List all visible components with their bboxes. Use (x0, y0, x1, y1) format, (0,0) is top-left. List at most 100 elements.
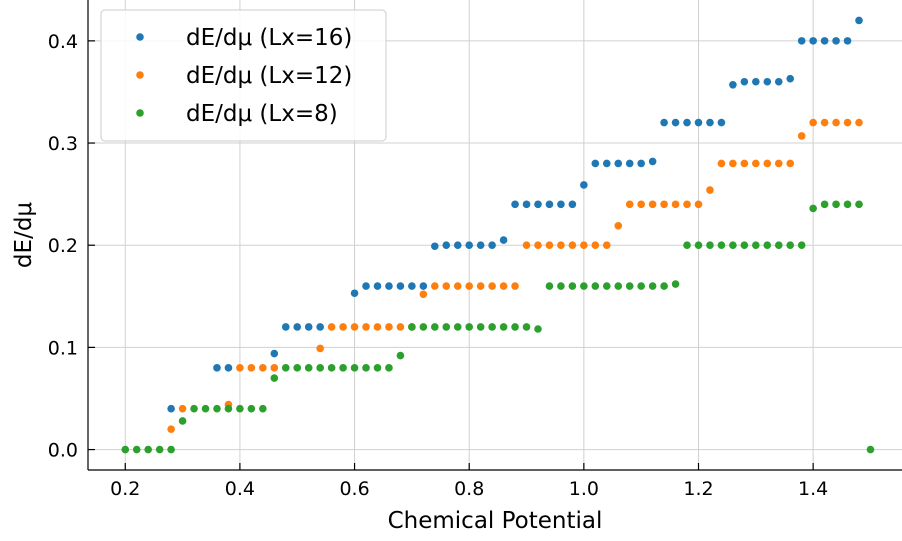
data-point (774, 241, 783, 250)
data-point (476, 323, 485, 331)
data-point (453, 241, 462, 250)
data-point (591, 241, 600, 250)
data-point (408, 282, 416, 290)
data-point (373, 282, 382, 290)
data-point (304, 323, 313, 331)
data-point (717, 159, 726, 168)
data-point (511, 200, 519, 209)
data-point (534, 241, 542, 250)
y-axis-label: dE/dμ (11, 202, 37, 268)
data-point (820, 200, 829, 209)
data-point (488, 282, 496, 290)
data-point (339, 364, 347, 372)
data-point (155, 445, 164, 454)
data-point (167, 425, 175, 433)
x-tick-label: 1.4 (798, 478, 828, 500)
data-point (557, 282, 565, 290)
data-point (236, 364, 244, 372)
data-point (465, 282, 474, 290)
y-tick-label: 0.2 (48, 235, 78, 257)
legend-label: dE/dμ (Lx=8) (186, 101, 338, 127)
data-point (213, 364, 221, 372)
data-point (706, 118, 714, 127)
data-point (373, 323, 382, 331)
data-point (499, 236, 508, 244)
data-point (660, 200, 668, 209)
legend-box (100, 9, 387, 142)
data-point (729, 159, 737, 168)
data-point (281, 364, 290, 372)
data-point (717, 241, 726, 250)
data-point (752, 77, 760, 86)
data-point (763, 241, 772, 250)
data-point (534, 325, 542, 333)
data-point (774, 77, 783, 86)
data-point (717, 118, 726, 127)
data-point (625, 200, 634, 209)
data-point (259, 364, 267, 372)
data-point (224, 404, 233, 413)
data-point (637, 159, 645, 168)
data-point (786, 241, 795, 250)
data-point (648, 282, 657, 290)
data-points (121, 16, 875, 454)
data-point (522, 323, 531, 331)
data-point (350, 289, 359, 298)
data-point (740, 241, 749, 250)
data-point (247, 364, 256, 372)
legend-label: dE/dμ (Lx=16) (186, 25, 352, 51)
data-point (832, 118, 840, 127)
data-point (488, 323, 496, 331)
data-point (683, 200, 691, 209)
data-point (419, 323, 428, 331)
data-point (488, 241, 496, 250)
data-point (568, 282, 577, 290)
data-point (144, 445, 152, 454)
data-point (752, 241, 760, 250)
y-tick-label: 0.3 (48, 133, 78, 155)
data-point (832, 200, 840, 209)
data-point (694, 118, 703, 127)
data-point (499, 323, 508, 331)
data-point (522, 200, 531, 209)
x-tick-label: 0.8 (454, 478, 484, 500)
data-point (832, 37, 840, 45)
data-point (522, 241, 531, 250)
data-point (259, 404, 267, 413)
data-point (385, 364, 393, 372)
data-point (625, 282, 634, 290)
data-point (580, 282, 588, 290)
data-point (774, 159, 783, 168)
data-point (557, 200, 565, 209)
legend-marker (136, 71, 144, 79)
data-point (706, 186, 714, 194)
data-point (614, 159, 623, 168)
data-point (820, 118, 829, 127)
data-point (419, 290, 428, 299)
data-point (580, 181, 588, 189)
data-point (602, 159, 611, 168)
data-point (270, 374, 279, 382)
data-point (545, 282, 554, 290)
data-point (545, 200, 554, 209)
data-point (568, 200, 577, 209)
data-point (350, 323, 359, 331)
data-point (293, 323, 302, 331)
data-point (614, 282, 623, 290)
legend-marker (136, 33, 144, 41)
data-point (591, 282, 600, 290)
data-point (178, 417, 187, 425)
data-point (614, 222, 623, 230)
data-point (648, 200, 657, 209)
data-point (431, 242, 439, 251)
data-point (465, 323, 474, 331)
legend-label: dE/dμ (Lx=12) (186, 63, 352, 89)
data-point (752, 159, 760, 168)
data-point (855, 118, 863, 127)
data-point (706, 241, 714, 250)
data-point (568, 241, 577, 250)
data-point (786, 159, 795, 168)
data-point (178, 404, 187, 413)
data-point (602, 241, 611, 250)
